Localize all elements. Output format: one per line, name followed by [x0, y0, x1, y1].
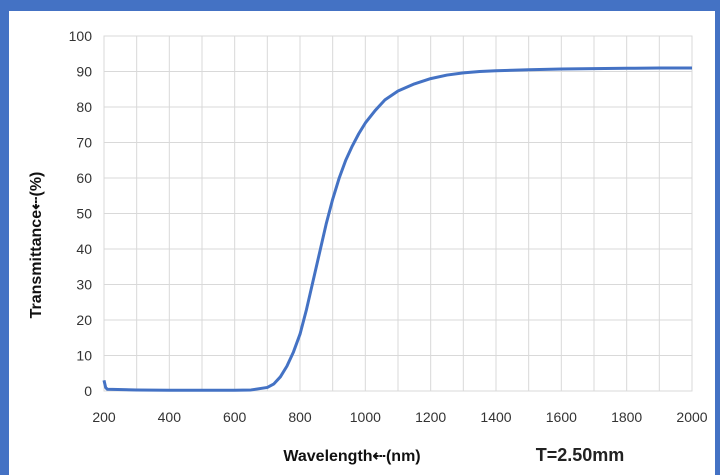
x-tick-label: 1600 [546, 409, 577, 425]
y-tick-label: 30 [76, 277, 92, 293]
thickness-annotation: T=2.50mm [536, 445, 625, 465]
y-tick-label: 100 [69, 28, 93, 44]
plot-border [103, 35, 693, 392]
y-axis-title: Transmittance⇠(%) [28, 172, 45, 319]
chart-frame [9, 11, 715, 475]
y-tick-label: 0 [84, 383, 92, 399]
series-line [102, 66, 692, 392]
x-tick-label: 400 [158, 409, 182, 425]
x-tick-label: 1200 [415, 409, 446, 425]
y-tick-label: 90 [76, 64, 92, 80]
y-tick-label: 10 [76, 348, 92, 364]
y-tick-label: 40 [76, 241, 92, 257]
tick-labels: 0 10 20 30 40 50 60 70 80 90 100 200 400 600 800 1000 12… [69, 28, 708, 425]
x-tick-label: 1000 [350, 409, 381, 425]
y-tick-label: 60 [76, 170, 92, 186]
x-tick-label: 600 [223, 409, 247, 425]
y-tick-label: 50 [76, 206, 92, 222]
x-tick-label: 200 [92, 409, 116, 425]
x-tick-label: 800 [288, 409, 312, 425]
y-tick-label: 20 [76, 312, 92, 328]
x-tick-label: 2000 [676, 409, 707, 425]
y-tick-label: 80 [76, 99, 92, 115]
grid [103, 35, 693, 392]
x-tick-label: 1800 [611, 409, 642, 425]
y-tick-label: 70 [76, 135, 92, 151]
x-axis-title: Wavelength⇠(nm) [283, 448, 420, 465]
x-tick-label: 1400 [480, 409, 511, 425]
